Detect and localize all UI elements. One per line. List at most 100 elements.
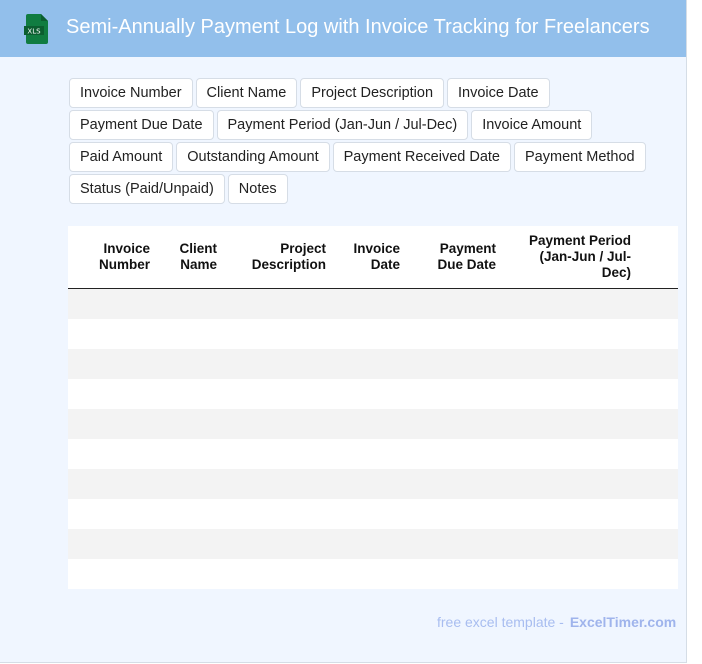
table-cell[interactable] — [160, 349, 227, 379]
table-cell[interactable] — [227, 439, 336, 469]
table-cell[interactable] — [160, 319, 227, 349]
table-cell[interactable] — [68, 559, 160, 589]
field-chip[interactable]: Status (Paid/Unpaid) — [69, 174, 225, 204]
data-table-container[interactable]: Invoice Number Client Name Project Descrip… — [68, 226, 678, 589]
table-cell[interactable] — [410, 319, 506, 349]
table-cell[interactable] — [227, 559, 336, 589]
table-row — [68, 559, 678, 589]
table-cell[interactable] — [336, 529, 410, 559]
table-cell[interactable] — [336, 288, 410, 319]
table-row — [68, 469, 678, 499]
table-cell[interactable] — [68, 439, 160, 469]
table-cell[interactable] — [506, 469, 641, 499]
table-cell[interactable] — [410, 559, 506, 589]
field-chip[interactable]: Payment Received Date — [332, 142, 511, 172]
table-cell[interactable] — [68, 319, 160, 349]
table-cell[interactable] — [641, 529, 678, 559]
field-chip[interactable]: Payment Method — [514, 142, 646, 172]
table-cell[interactable] — [506, 439, 641, 469]
table-cell[interactable] — [160, 469, 227, 499]
footer-brand-link[interactable]: ExcelTimer.com — [569, 614, 677, 630]
column-header[interactable]: Invoice Amount — [641, 226, 678, 289]
table-cell[interactable] — [336, 319, 410, 349]
table-cell[interactable] — [68, 529, 160, 559]
table-cell[interactable] — [641, 559, 678, 589]
field-chip[interactable]: Payment Period (Jan-Jun / Jul-Dec) — [216, 110, 469, 140]
table-cell[interactable] — [227, 319, 336, 349]
table-cell[interactable] — [227, 349, 336, 379]
table-cell[interactable] — [410, 529, 506, 559]
table-cell[interactable] — [410, 409, 506, 439]
field-chip[interactable]: Project Description — [300, 78, 445, 108]
table-cell[interactable] — [506, 288, 641, 319]
footer-text: free excel template - — [437, 614, 564, 630]
table-cell[interactable] — [641, 439, 678, 469]
table-cell[interactable] — [506, 349, 641, 379]
table-cell[interactable] — [641, 499, 678, 529]
field-chip[interactable]: Paid Amount — [69, 142, 174, 172]
table-cell[interactable] — [160, 529, 227, 559]
table-cell[interactable] — [160, 439, 227, 469]
field-chip[interactable]: Client Name — [195, 78, 298, 108]
table-cell[interactable] — [641, 469, 678, 499]
table-cell[interactable] — [336, 409, 410, 439]
field-chip[interactable]: Payment Due Date — [69, 110, 214, 140]
column-header[interactable]: Payment Period (Jan-Jun / Jul-Dec) — [506, 226, 641, 289]
table-cell[interactable] — [410, 469, 506, 499]
table-cell[interactable] — [336, 469, 410, 499]
table-cell[interactable] — [68, 379, 160, 409]
table-cell[interactable] — [336, 559, 410, 589]
table-cell[interactable] — [506, 409, 641, 439]
table-row — [68, 439, 678, 469]
table-cell[interactable] — [410, 439, 506, 469]
table-cell[interactable] — [506, 379, 641, 409]
table-cell[interactable] — [410, 349, 506, 379]
table-cell[interactable] — [68, 349, 160, 379]
table-cell[interactable] — [160, 409, 227, 439]
table-cell[interactable] — [68, 409, 160, 439]
table-cell[interactable] — [641, 349, 678, 379]
table-row — [68, 529, 678, 559]
table-cell[interactable] — [68, 499, 160, 529]
column-header[interactable]: Invoice Number — [68, 226, 160, 289]
table-cell[interactable] — [506, 319, 641, 349]
data-table: Invoice Number Client Name Project Descrip… — [68, 226, 678, 589]
table-cell[interactable] — [160, 559, 227, 589]
table-cell[interactable] — [410, 499, 506, 529]
column-header[interactable]: Payment Due Date — [410, 226, 506, 289]
table-cell[interactable] — [641, 379, 678, 409]
field-chip[interactable]: Notes — [227, 174, 288, 204]
table-cell[interactable] — [227, 469, 336, 499]
column-header[interactable]: Client Name — [160, 226, 227, 289]
table-cell[interactable] — [227, 409, 336, 439]
table-cell[interactable] — [227, 499, 336, 529]
column-header[interactable]: Invoice Date — [336, 226, 410, 289]
table-cell[interactable] — [410, 288, 506, 319]
table-cell[interactable] — [641, 409, 678, 439]
table-cell[interactable] — [68, 469, 160, 499]
table-cell[interactable] — [506, 529, 641, 559]
table-cell[interactable] — [336, 379, 410, 409]
table-cell[interactable] — [227, 288, 336, 319]
table-cell[interactable] — [160, 499, 227, 529]
field-chip[interactable]: Invoice Amount — [471, 110, 593, 140]
table-cell[interactable] — [410, 379, 506, 409]
table-cell[interactable] — [160, 288, 227, 319]
table-cell[interactable] — [641, 319, 678, 349]
table-cell[interactable] — [160, 379, 227, 409]
xls-file-icon: XLS — [24, 14, 48, 44]
table-cell[interactable] — [336, 439, 410, 469]
table-cell[interactable] — [227, 379, 336, 409]
table-cell[interactable] — [227, 529, 336, 559]
table-cell[interactable] — [336, 499, 410, 529]
svg-text:XLS: XLS — [27, 28, 41, 36]
field-chip[interactable]: Invoice Number — [69, 78, 193, 108]
field-chip[interactable]: Outstanding Amount — [176, 142, 330, 172]
table-cell[interactable] — [506, 499, 641, 529]
table-cell[interactable] — [641, 288, 678, 319]
column-header[interactable]: Project Description — [227, 226, 336, 289]
table-cell[interactable] — [506, 559, 641, 589]
table-cell[interactable] — [68, 288, 160, 319]
table-cell[interactable] — [336, 349, 410, 379]
field-chip[interactable]: Invoice Date — [447, 78, 550, 108]
